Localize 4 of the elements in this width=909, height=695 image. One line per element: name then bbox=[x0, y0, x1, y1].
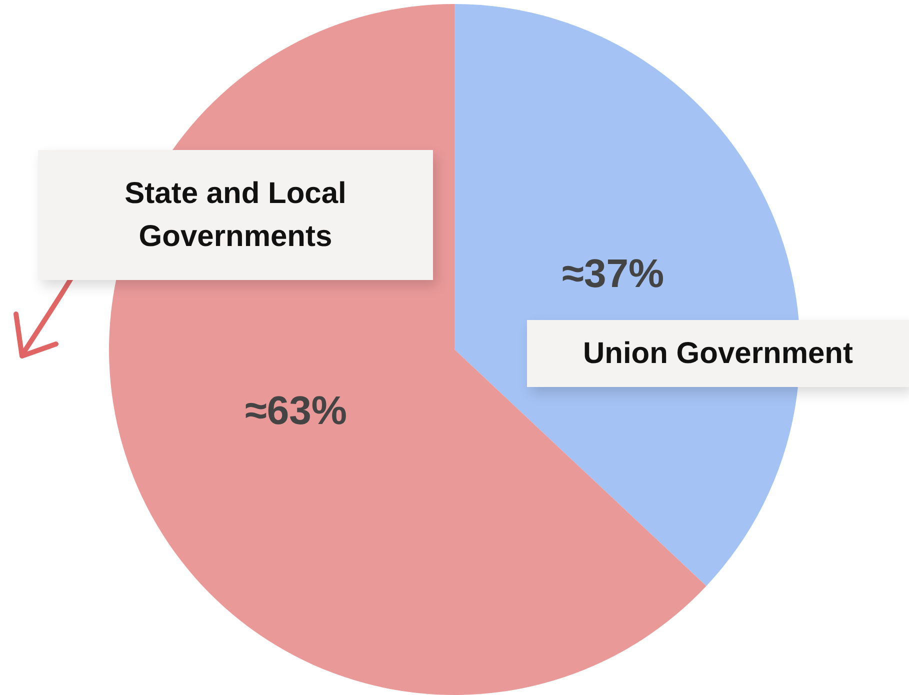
slice-label: State and Local Governments bbox=[38, 150, 433, 280]
data-label: ≈63% bbox=[244, 389, 347, 434]
slice-label: Union Government bbox=[527, 320, 909, 387]
data-label: ≈37% bbox=[562, 252, 664, 296]
